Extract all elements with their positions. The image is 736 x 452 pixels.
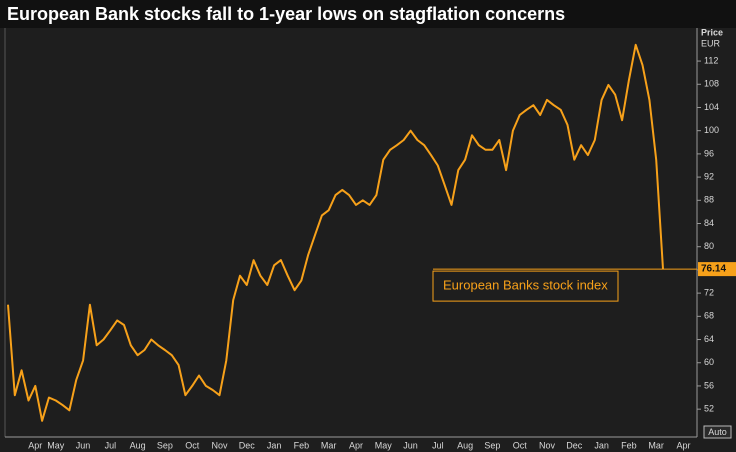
x-tick-label: Jun [76, 440, 91, 450]
auto-button[interactable] [703, 425, 732, 439]
x-tick-label: Dec [239, 440, 256, 450]
last-value-box [698, 262, 736, 277]
y-tick-label: 84 [704, 218, 714, 228]
x-tick-label: Sep [484, 440, 500, 450]
x-tick-label: Aug [130, 440, 146, 450]
chart-title: European Bank stocks fall to 1-year lows… [7, 4, 565, 24]
x-tick-label: Jan [594, 440, 609, 450]
legend-label: European Banks stock index [443, 278, 608, 293]
auto-button-label[interactable]: Auto [708, 427, 727, 437]
legend-box [432, 270, 619, 302]
x-tick-label: Dec [566, 440, 583, 450]
y-tick-label: 88 [704, 195, 714, 205]
x-tick-label: Apr [349, 440, 363, 450]
y-tick-label: 60 [704, 357, 714, 367]
x-tick-label: Mar [321, 440, 337, 450]
y-axis-label: Price [701, 27, 723, 37]
x-tick-label: Feb [621, 440, 637, 450]
x-tick-label: Jun [403, 440, 418, 450]
y-tick-label: 64 [704, 334, 714, 344]
x-tick-label: Nov [539, 440, 556, 450]
y-tick-label: 104 [704, 102, 719, 112]
x-tick-label: Sep [157, 440, 173, 450]
x-tick-label: Nov [212, 440, 229, 450]
title-bar [0, 0, 736, 28]
x-tick-label: Feb [294, 440, 310, 450]
x-tick-label: Apr [676, 440, 690, 450]
x-tick-label: Oct [185, 440, 200, 450]
x-tick-label: Jul [432, 440, 444, 450]
x-tick-label: Aug [457, 440, 473, 450]
y-tick-label: 52 [704, 404, 714, 414]
y-tick-label: 100 [704, 125, 719, 135]
y-tick-label: 68 [704, 311, 714, 321]
y-tick-label: 108 [704, 79, 719, 89]
x-tick-label: Jan [267, 440, 282, 450]
y-tick-label: 112 [704, 55, 718, 65]
x-tick-label: May [375, 440, 393, 450]
y-axis-unit: EUR [701, 38, 721, 48]
y-tick-label: 92 [704, 171, 714, 181]
x-tick-label: Mar [648, 440, 664, 450]
x-tick-label: Apr [28, 440, 42, 450]
last-value-label: 76.14 [701, 264, 726, 275]
x-tick-label: Oct [513, 440, 528, 450]
x-tick-label: May [47, 440, 65, 450]
x-tick-label: Jul [105, 440, 117, 450]
data-line [7, 43, 664, 422]
y-tick-label: 96 [704, 148, 714, 158]
y-tick-label: 80 [704, 241, 714, 251]
y-tick-label: 56 [704, 380, 714, 390]
y-tick-label: 72 [704, 287, 714, 297]
